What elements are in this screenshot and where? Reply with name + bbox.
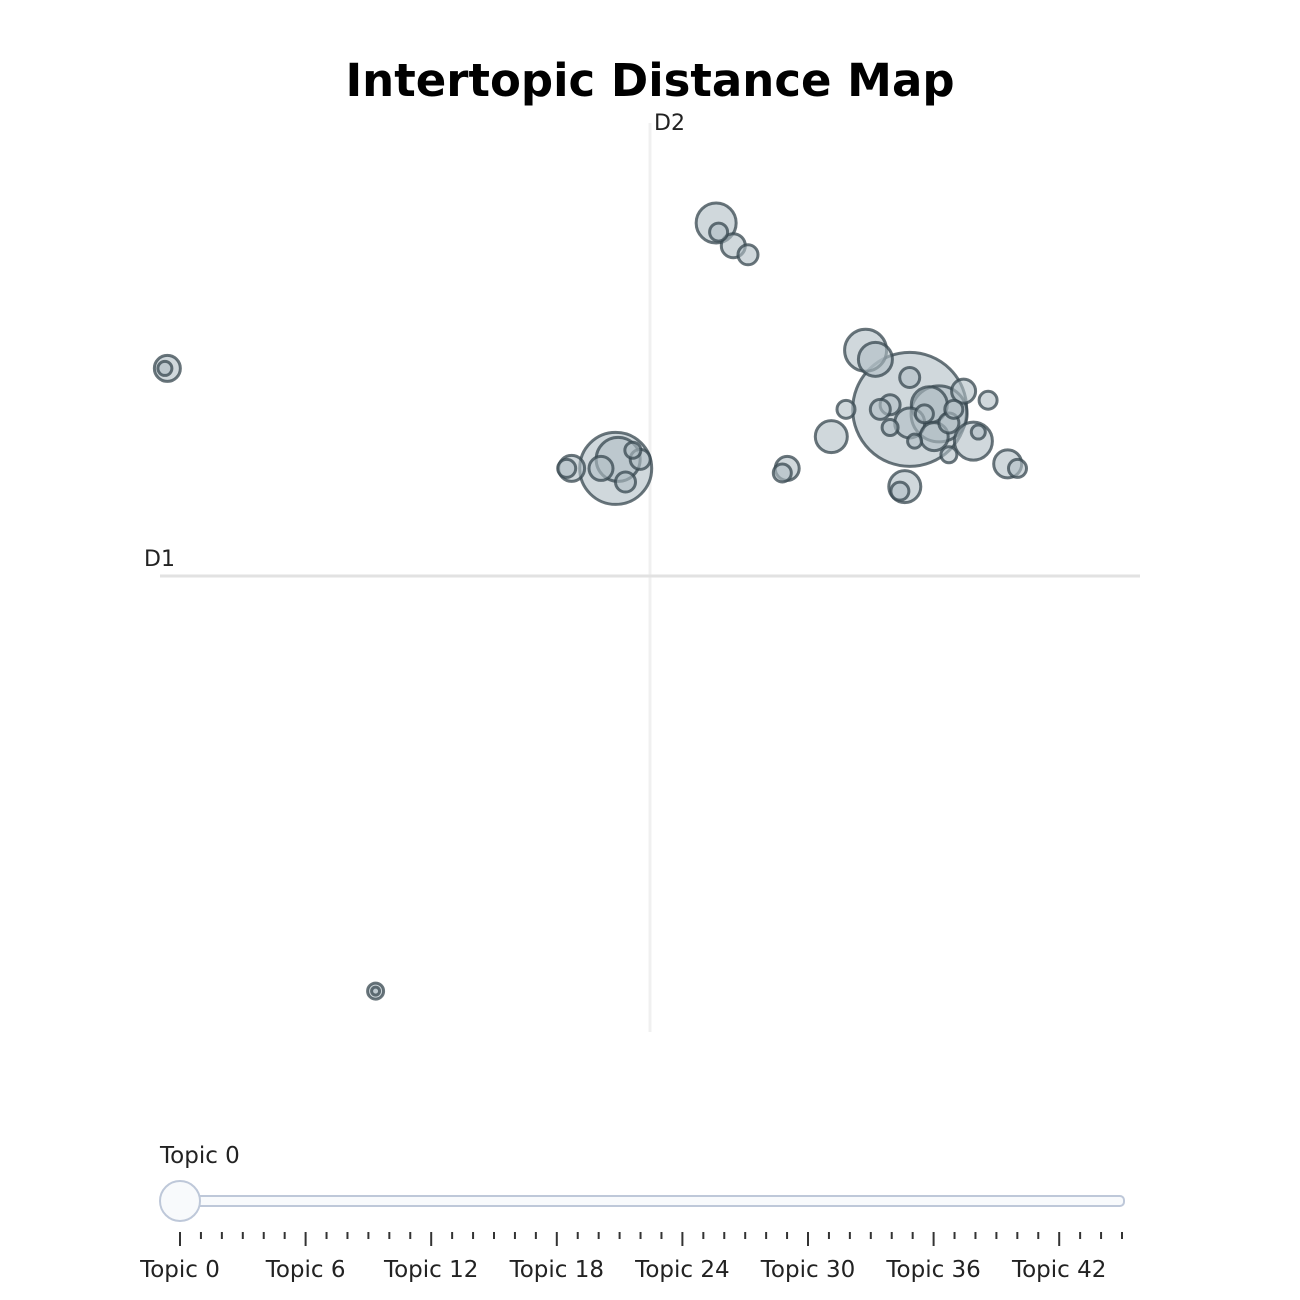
slider-track[interactable] — [179, 1195, 1125, 1207]
topic-bubble[interactable] — [939, 445, 959, 465]
topic-bubble[interactable] — [856, 340, 894, 378]
topic-bubble[interactable] — [708, 221, 730, 243]
d2-axis-label: D2 — [654, 111, 685, 136]
slider-tick-label[interactable]: Topic 0 — [139, 1257, 220, 1283]
topic-bubble[interactable] — [880, 418, 900, 438]
topic-bubble[interactable] — [587, 454, 615, 482]
topic-bubble[interactable] — [156, 359, 174, 377]
topic-bubble[interactable] — [969, 423, 987, 441]
topic-bubble[interactable] — [906, 432, 924, 450]
topic-bubble[interactable] — [868, 397, 892, 421]
topic-bubble[interactable] — [898, 366, 922, 390]
slider-tick-label[interactable]: Topic 6 — [265, 1257, 346, 1283]
topic-bubble[interactable] — [950, 377, 978, 405]
slider-current-value-label: Topic 0 — [159, 1143, 240, 1169]
slider-tick-label[interactable]: Topic 42 — [1011, 1257, 1106, 1283]
slider-ticks — [179, 1232, 1123, 1246]
topic-bubble[interactable] — [977, 389, 999, 411]
chart-title: Intertopic Distance Map — [345, 54, 954, 107]
slider-tick-label[interactable]: Topic 12 — [383, 1257, 478, 1283]
slider-handle[interactable] — [159, 1180, 201, 1222]
topic-bubble[interactable] — [614, 470, 637, 494]
topic-bubble[interactable] — [736, 243, 760, 267]
slider-tick-label[interactable]: Topic 24 — [634, 1257, 729, 1283]
topic-bubble[interactable] — [556, 457, 578, 479]
topic-bubble[interactable] — [943, 398, 965, 420]
topic-bubble[interactable] — [835, 398, 857, 420]
d1-axis-label: D1 — [144, 547, 175, 572]
slider-tick-labels: Topic 0 Topic 6 Topic 12 Topic 18 Topic 24 To… — [139, 1257, 1106, 1283]
topic-bubble[interactable] — [623, 440, 643, 460]
slider-tick-label[interactable]: Topic 36 — [885, 1257, 980, 1283]
topic-bubble[interactable] — [913, 403, 935, 425]
topic-bubble[interactable] — [370, 985, 382, 997]
topic-bubble[interactable] — [1007, 457, 1028, 479]
topic-bubble[interactable] — [813, 419, 849, 455]
topic-bubbles — [152, 201, 1028, 1001]
slider-tick-label[interactable]: Topic 30 — [760, 1257, 855, 1283]
topic-slider[interactable]: Topic 0 Topic 0 Topic 6 Topic 12 Topic 18 To… — [139, 1143, 1125, 1283]
topic-bubble[interactable] — [771, 462, 793, 484]
slider-tick-label[interactable]: Topic 18 — [509, 1257, 604, 1283]
topic-bubble[interactable] — [889, 480, 911, 502]
axes: D2 D1 — [144, 111, 1140, 1032]
